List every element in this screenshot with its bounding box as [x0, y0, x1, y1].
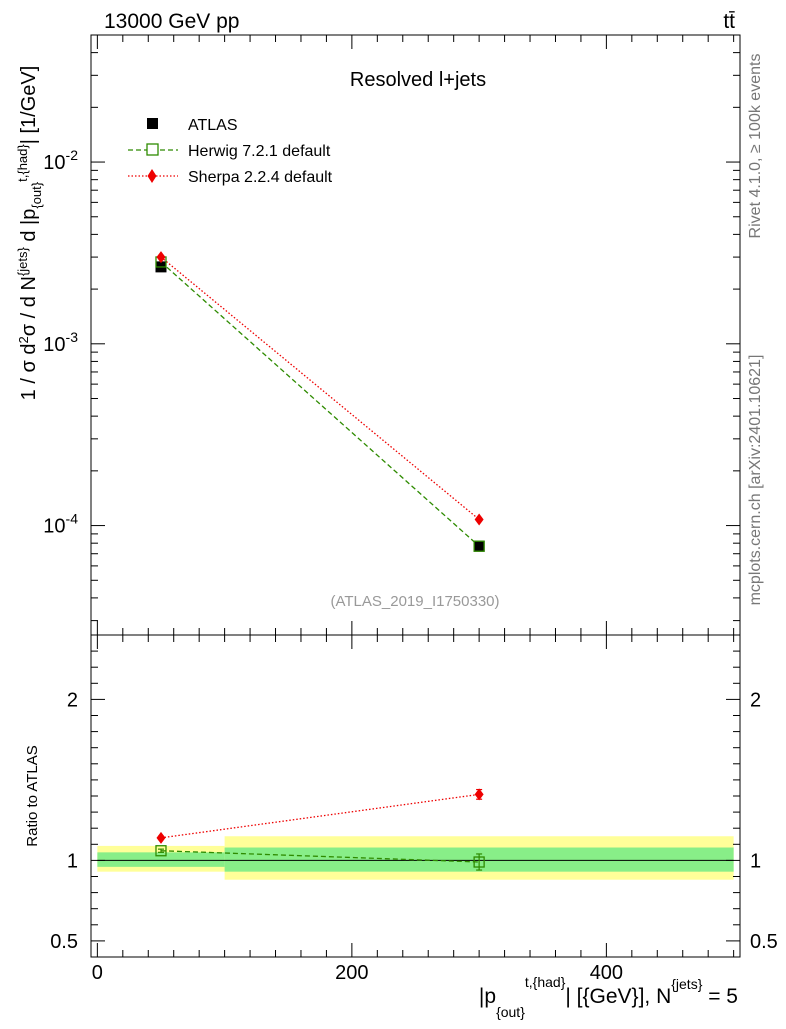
herwig-ratio-point: [155, 845, 167, 857]
process-label: tt̄: [723, 10, 735, 33]
main-panel: 10-2 10-3 10-4 Resolved l+jets (ATLAS_2019…: [15, 34, 741, 636]
ratio-series-lines: [160, 793, 480, 863]
legend-marker-herwig: [146, 143, 159, 156]
analysis-id: (ATLAS_2019_I1750330): [330, 593, 499, 610]
sherpa-ratio-line-segment: [160, 793, 480, 839]
main-y-axis-label: 1 / σ d2σ / d N{jets} d |p{out}t,{had}| …: [15, 66, 44, 401]
ratio-panel-frame: [90, 634, 741, 958]
ratio-series-markers: [155, 788, 485, 871]
energy-label: 13000 GeV pp: [104, 10, 239, 33]
panel-title: Resolved l+jets: [350, 69, 486, 91]
legend: ATLAS Herwig 7.2.1 default Sherpa 2.2.4 …: [128, 117, 333, 186]
x-tick-label: 200: [335, 962, 368, 984]
x-tick-label: 400: [590, 962, 623, 984]
main-series-lines: [160, 256, 480, 547]
ratio-y-axis-label: Ratio to ATLAS: [24, 745, 41, 846]
sherpa-ratio-point: [474, 788, 484, 801]
sherpa-point: [474, 513, 484, 526]
main-y-tick-label: 10-2: [43, 147, 78, 174]
ratio-y-tick-label-right: 0.5: [750, 931, 778, 953]
ratio-y-tick-label-right: 1: [750, 850, 761, 872]
x-tick-label: 0: [92, 962, 103, 984]
ratio-band-inner: [97, 852, 225, 867]
main-y-tick-label: 10-3: [43, 329, 78, 356]
ratio-panel: 2 21 10.5 0.50 200 400 Ratio to ATLAS |p{out}…: [24, 634, 778, 1020]
rivet-version-text: Rivet 4.1.0, ≥ 100k events: [747, 54, 764, 239]
ratio-y-tick-label-right: 2: [750, 689, 761, 711]
sherpa-ratio-point: [156, 831, 166, 844]
ratio-axis-ticks: 2 2 1 1 0.5 0.5 0 200 400: [50, 635, 778, 984]
source-text: mcplots.cern.ch [arXiv:2401.10621]: [747, 355, 764, 606]
main-y-tick-label: 10-4: [43, 511, 78, 538]
herwig-point: [473, 540, 485, 552]
herwig-line-segment: [160, 261, 480, 547]
sherpa-line-segment: [160, 256, 480, 520]
ratio-y-tick-label-left: 2: [67, 689, 78, 711]
main-axis-ticks: 10-2 10-3 10-4: [43, 34, 740, 635]
legend-marker-sherpa: [147, 169, 157, 183]
main-series-markers: [155, 251, 485, 552]
ratio-y-tick-label-left: 1: [67, 850, 78, 872]
herwig-ratio-line-segment: [160, 850, 480, 863]
ratio-y-tick-label-left: 0.5: [50, 931, 78, 953]
legend-label-sherpa: Sherpa 2.2.4 default: [188, 169, 333, 186]
legend-marker-atlas: [147, 118, 158, 129]
sherpa-point: [156, 251, 166, 264]
legend-label-herwig: Herwig 7.2.1 default: [188, 143, 331, 160]
atlas-data-point: [473, 540, 485, 552]
ratio-uncertainty-bands: [97, 836, 734, 880]
herwig-ratio-point: [473, 856, 485, 868]
legend-label-atlas: ATLAS: [188, 117, 238, 134]
